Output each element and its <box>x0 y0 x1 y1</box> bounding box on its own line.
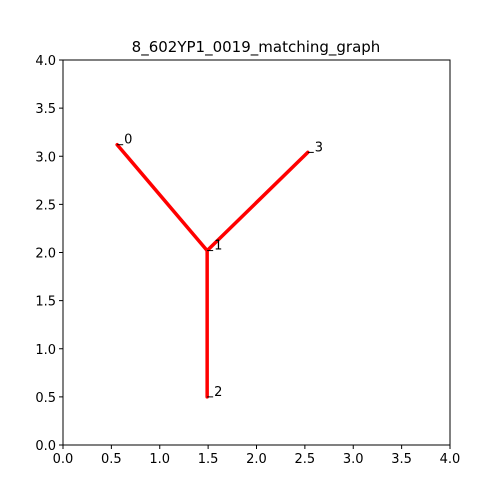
y-tick-label: 1.5 <box>35 295 56 310</box>
x-tick-label: 2.0 <box>246 452 267 467</box>
x-tick-label: 3.5 <box>391 452 412 467</box>
y-tick-label: 3.0 <box>35 150 56 165</box>
node-label-2: 2 <box>214 385 222 400</box>
x-tick-label: 0.0 <box>53 452 74 467</box>
x-tick-label: 1.0 <box>149 452 170 467</box>
y-tick-label: 2.0 <box>35 247 56 262</box>
x-tick-label: 3.0 <box>343 452 364 467</box>
x-tick-label: 0.5 <box>101 452 122 467</box>
node-label-3: 3 <box>315 140 323 155</box>
x-tick-label: 1.5 <box>198 452 219 467</box>
y-tick-label: 4.0 <box>35 54 56 69</box>
x-tick-label: 2.5 <box>295 452 316 467</box>
node-label-1: 1 <box>214 239 222 254</box>
chart-title: 8_602YP1_0019_matching_graph <box>132 38 381 57</box>
node-label-0: 0 <box>124 133 132 148</box>
x-tick-label: 4.0 <box>440 452 461 467</box>
y-tick-label: 1.0 <box>35 343 56 358</box>
y-tick-label: 0.5 <box>35 391 56 406</box>
y-tick-label: 0.0 <box>35 439 56 454</box>
y-tick-label: 3.5 <box>35 102 56 117</box>
y-tick-label: 2.5 <box>35 198 56 213</box>
